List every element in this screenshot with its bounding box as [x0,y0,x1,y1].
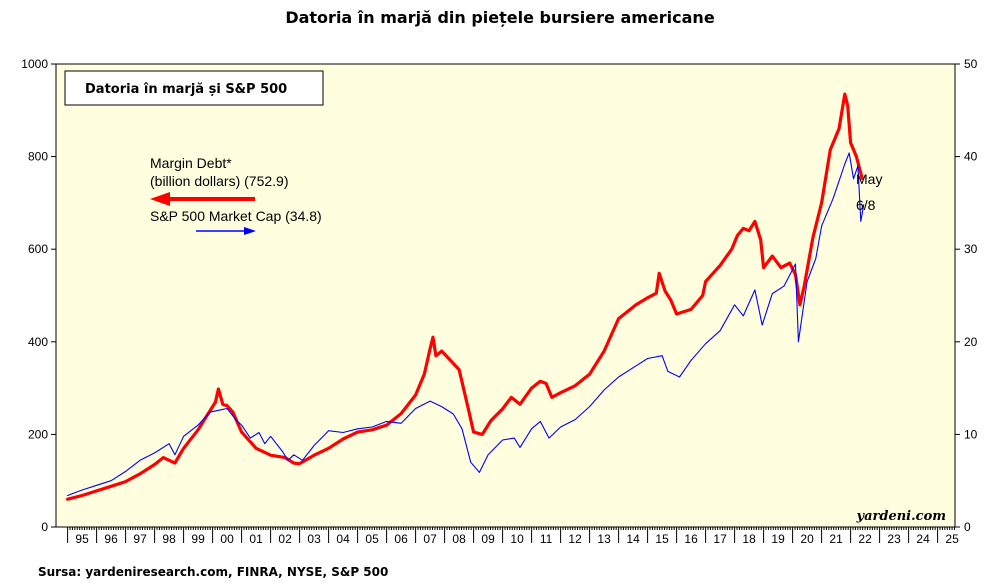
x-tick-label: 09 [481,532,495,546]
right-tick-label: 30 [964,242,978,256]
x-tick-label: 13 [597,532,611,546]
legend-margin-debt-line2: (billion dollars) (752.9) [150,173,289,189]
left-axis: 0 200 400 600 800 1000 [21,57,56,534]
margin-debt-line [65,92,864,501]
x-tick-label: 01 [249,532,263,546]
x-tick-label: 24 [916,532,930,546]
x-tick-label: 95 [75,532,89,546]
right-tick-label: 0 [964,520,971,534]
x-tick-label: 96 [104,532,118,546]
legend-market-cap-arrow [196,227,256,235]
x-tick-label: 16 [684,532,698,546]
x-tick-label: 08 [452,532,466,546]
margin-debt-end-label: May [856,171,882,187]
left-tick-label: 200 [28,427,48,441]
x-tick-label: 97 [133,532,147,546]
right-tick-label: 10 [964,427,978,441]
x-tick-label: 17 [713,532,727,546]
left-tick-label: 400 [28,335,48,349]
market-cap-line [67,152,865,497]
page-title: Datoria în marjă din piețele bursiere am… [285,8,715,27]
x-tick-label: 22 [858,532,872,546]
plot-background [55,63,956,528]
left-tick-label: 0 [41,520,48,534]
x-tick-label: 05 [365,532,379,546]
x-tick-label: 98 [162,532,176,546]
left-tick-label: 600 [28,242,48,256]
x-tick-label: 11 [540,532,553,546]
right-axis: 0 10 20 30 40 50 [955,57,978,534]
left-tick-label: 1000 [21,57,48,71]
x-tick-label: 20 [800,532,814,546]
x-tick-label: 19 [771,532,785,546]
x-tick-label: 18 [742,532,756,546]
x-tick-label: 10 [510,532,524,546]
watermark: yardeni.com [856,509,946,524]
x-axis: 95 96 97 98 99 00 01 02 03 04 05 06 07 08 09 10 11 12 13 14… [67,527,959,546]
x-tick-label: 00 [220,532,234,546]
source-note: Sursa: yardeniresearch.com, FINRA, NYSE,… [38,565,389,579]
left-tick-label: 800 [28,150,48,164]
x-tick-label: 21 [829,532,843,546]
x-tick-label: 06 [394,532,408,546]
legend-margin-debt-arrow [150,192,255,206]
x-tick-label: 25 [945,532,959,546]
x-tick-label: 02 [278,532,292,546]
market-cap-end-label: 6/8 [856,197,876,213]
x-tick-label: 23 [887,532,901,546]
chart-title: Datoria în marjă și S&P 500 [85,82,287,97]
x-tick-label: 15 [655,532,669,546]
x-tick-label: 03 [307,532,321,546]
x-tick-label: 14 [626,532,640,546]
x-tick-label: 07 [423,532,437,546]
legend-market-cap: S&P 500 Market Cap (34.8) [150,208,322,224]
series-layer [65,92,865,501]
right-tick-label: 50 [964,57,978,71]
x-tick-label: 99 [191,532,205,546]
x-tick-label: 04 [336,532,350,546]
right-tick-label: 40 [964,150,978,164]
right-tick-label: 20 [964,335,978,349]
legend-margin-debt-line1: Margin Debt* [150,155,232,171]
x-tick-label: 12 [568,532,582,546]
chart-title-box [64,70,324,106]
